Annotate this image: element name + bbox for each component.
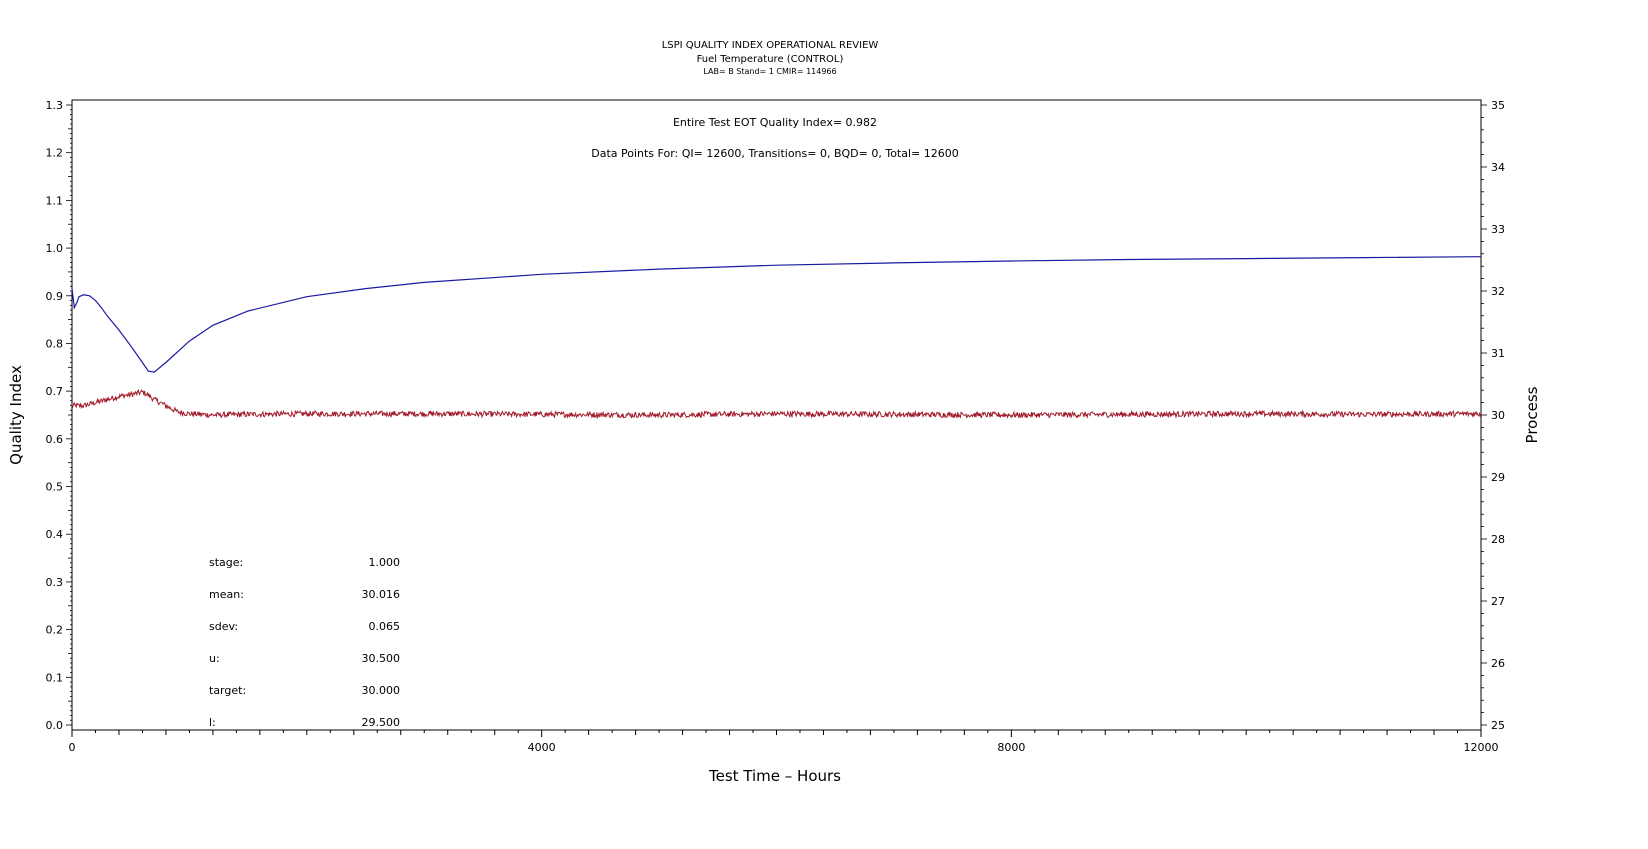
process-line bbox=[71, 388, 1482, 420]
stat-value: 0.065 bbox=[369, 620, 401, 633]
y-right-tick-label: 29 bbox=[1491, 471, 1505, 484]
stat-label: u: bbox=[209, 652, 220, 665]
series-layer bbox=[71, 256, 1482, 420]
y-right-tick-label: 33 bbox=[1491, 223, 1505, 236]
y-left-tick-label: 0.8 bbox=[46, 337, 64, 350]
y-right-tick-label: 32 bbox=[1491, 285, 1505, 298]
chart-title: LSPI QUALITY INDEX OPERATIONAL REVIEW bbox=[662, 40, 879, 51]
stat-label: target: bbox=[209, 684, 246, 697]
stats-table: stage: 1.000 mean: 30.016 sdev: 0.065 u: 30.500… bbox=[209, 556, 400, 729]
y-left-tick-label: 0.5 bbox=[46, 481, 64, 494]
stat-label: stage: bbox=[209, 556, 243, 569]
y-left-tick-label: 1.3 bbox=[46, 99, 64, 112]
stat-label: mean: bbox=[209, 588, 244, 601]
y-axis-right-label: Process bbox=[1523, 386, 1541, 443]
stat-value: 29.500 bbox=[362, 716, 401, 729]
y-left-tick-label: 0.1 bbox=[46, 671, 64, 684]
y-left-tick-label: 1.0 bbox=[46, 242, 64, 255]
x-axis: 0 4000 8000 12000 bbox=[69, 730, 1499, 754]
y-left-tick-label: 0.0 bbox=[46, 719, 64, 732]
y-right-tick-label: 30 bbox=[1491, 409, 1505, 422]
x-tick-label: 12000 bbox=[1464, 741, 1499, 754]
stat-value: 30.000 bbox=[362, 684, 401, 697]
y-left-tick-label: 0.2 bbox=[46, 624, 64, 637]
data-points-annotation: Data Points For: QI= 12600, Transitions=… bbox=[591, 147, 959, 160]
y-right-tick-label: 27 bbox=[1491, 595, 1505, 608]
quality-index-line bbox=[71, 256, 1482, 373]
y-axis-left-label: Quality Index bbox=[7, 365, 25, 465]
eot-quality-annotation: Entire Test EOT Quality Index= 0.982 bbox=[673, 116, 877, 129]
y-left-tick-label: 1.2 bbox=[46, 147, 64, 160]
y-axis-left: 0.0 0.1 0.2 0.3 0.4 0.5 0.6 0.7 0.8 0.9 1.0 1.1 1.2 1… bbox=[46, 99, 72, 732]
stat-value: 30.016 bbox=[362, 588, 401, 601]
y-left-tick-label: 0.3 bbox=[46, 576, 64, 589]
y-axis-right: 25 26 27 28 29 30 31 32 33 34 35 bbox=[1481, 99, 1505, 732]
chart-subtitle-2: LAB= B Stand= 1 CMIR= 114966 bbox=[703, 67, 836, 76]
y-left-tick-label: 0.7 bbox=[46, 385, 64, 398]
chart-subtitle: Fuel Temperature (CONTROL) bbox=[697, 54, 844, 65]
stat-label: sdev: bbox=[209, 620, 238, 633]
x-tick-label: 8000 bbox=[997, 741, 1025, 754]
stat-value: 30.500 bbox=[362, 652, 401, 665]
y-right-tick-label: 28 bbox=[1491, 533, 1505, 546]
y-right-tick-label: 35 bbox=[1491, 99, 1505, 112]
stat-label: l: bbox=[209, 716, 216, 729]
y-left-tick-label: 1.1 bbox=[46, 194, 64, 207]
y-left-tick-label: 0.9 bbox=[46, 290, 64, 303]
y-right-tick-label: 31 bbox=[1491, 347, 1505, 360]
y-right-tick-label: 26 bbox=[1491, 657, 1505, 670]
y-left-tick-label: 0.4 bbox=[46, 528, 64, 541]
y-left-tick-label: 0.6 bbox=[46, 433, 64, 446]
stat-value: 1.000 bbox=[369, 556, 401, 569]
x-axis-label: Test Time – Hours bbox=[708, 767, 841, 785]
x-tick-label: 4000 bbox=[528, 741, 556, 754]
y-right-tick-label: 34 bbox=[1491, 161, 1505, 174]
x-tick-label: 0 bbox=[69, 741, 76, 754]
y-right-tick-label: 25 bbox=[1491, 719, 1505, 732]
